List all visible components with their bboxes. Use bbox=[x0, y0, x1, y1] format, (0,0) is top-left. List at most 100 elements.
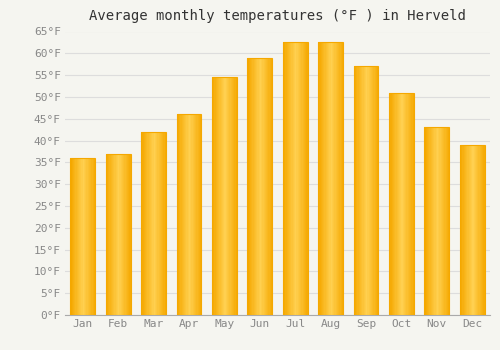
Bar bbox=[434, 127, 436, 315]
Bar bbox=[442, 127, 443, 315]
Bar bbox=[164, 132, 166, 315]
Bar bbox=[295, 42, 296, 315]
Bar bbox=[223, 77, 224, 315]
Bar bbox=[261, 58, 262, 315]
Bar bbox=[460, 145, 461, 315]
Bar bbox=[232, 77, 233, 315]
Bar bbox=[408, 92, 409, 315]
Bar bbox=[471, 145, 472, 315]
Bar bbox=[180, 114, 182, 315]
Bar bbox=[468, 145, 470, 315]
Bar bbox=[443, 127, 444, 315]
Bar bbox=[106, 154, 130, 315]
Bar bbox=[318, 42, 343, 315]
Bar bbox=[323, 42, 324, 315]
Bar bbox=[106, 154, 107, 315]
Bar bbox=[433, 127, 434, 315]
Bar bbox=[322, 42, 323, 315]
Bar bbox=[472, 145, 474, 315]
Bar bbox=[333, 42, 334, 315]
Bar bbox=[108, 154, 110, 315]
Bar bbox=[396, 92, 398, 315]
Bar bbox=[461, 145, 462, 315]
Bar bbox=[199, 114, 200, 315]
Bar bbox=[248, 58, 272, 315]
Bar bbox=[405, 92, 406, 315]
Bar bbox=[178, 114, 179, 315]
Bar bbox=[107, 154, 108, 315]
Bar bbox=[400, 92, 402, 315]
Bar bbox=[152, 132, 154, 315]
Bar bbox=[82, 158, 84, 315]
Bar bbox=[127, 154, 128, 315]
Bar bbox=[118, 154, 120, 315]
Bar bbox=[252, 58, 254, 315]
Bar bbox=[161, 132, 162, 315]
Bar bbox=[296, 42, 298, 315]
Bar bbox=[266, 58, 267, 315]
Bar bbox=[217, 77, 218, 315]
Bar bbox=[394, 92, 396, 315]
Bar bbox=[389, 92, 390, 315]
Bar bbox=[256, 58, 258, 315]
Bar bbox=[286, 42, 288, 315]
Bar bbox=[447, 127, 448, 315]
Bar bbox=[218, 77, 220, 315]
Bar bbox=[112, 154, 113, 315]
Bar bbox=[190, 114, 192, 315]
Bar bbox=[448, 127, 450, 315]
Bar bbox=[475, 145, 476, 315]
Bar bbox=[284, 42, 286, 315]
Bar bbox=[114, 154, 116, 315]
Bar bbox=[289, 42, 290, 315]
Bar bbox=[255, 58, 256, 315]
Bar bbox=[144, 132, 145, 315]
Bar bbox=[151, 132, 152, 315]
Bar bbox=[260, 58, 261, 315]
Bar bbox=[116, 154, 117, 315]
Bar bbox=[340, 42, 342, 315]
Bar bbox=[320, 42, 322, 315]
Bar bbox=[234, 77, 236, 315]
Bar bbox=[213, 77, 214, 315]
Bar bbox=[155, 132, 156, 315]
Bar bbox=[251, 58, 252, 315]
Bar bbox=[216, 77, 217, 315]
Bar bbox=[248, 58, 250, 315]
Bar bbox=[283, 42, 308, 315]
Bar bbox=[294, 42, 295, 315]
Bar bbox=[288, 42, 289, 315]
Bar bbox=[476, 145, 477, 315]
Bar bbox=[195, 114, 196, 315]
Bar bbox=[474, 145, 475, 315]
Bar bbox=[305, 42, 306, 315]
Bar bbox=[250, 58, 251, 315]
Bar bbox=[183, 114, 184, 315]
Bar bbox=[361, 66, 362, 315]
Bar bbox=[227, 77, 228, 315]
Bar bbox=[446, 127, 447, 315]
Bar bbox=[370, 66, 371, 315]
Bar bbox=[146, 132, 148, 315]
Bar bbox=[265, 58, 266, 315]
Bar bbox=[267, 58, 268, 315]
Bar bbox=[122, 154, 123, 315]
Bar bbox=[76, 158, 78, 315]
Bar bbox=[366, 66, 368, 315]
Bar bbox=[80, 158, 82, 315]
Bar bbox=[427, 127, 428, 315]
Bar bbox=[354, 66, 378, 315]
Bar bbox=[214, 77, 216, 315]
Bar bbox=[88, 158, 89, 315]
Bar bbox=[470, 145, 471, 315]
Bar bbox=[334, 42, 336, 315]
Bar bbox=[356, 66, 358, 315]
Bar bbox=[258, 58, 260, 315]
Bar bbox=[79, 158, 80, 315]
Bar bbox=[179, 114, 180, 315]
Bar bbox=[123, 154, 124, 315]
Bar bbox=[290, 42, 292, 315]
Bar bbox=[374, 66, 376, 315]
Bar bbox=[410, 92, 412, 315]
Bar bbox=[302, 42, 304, 315]
